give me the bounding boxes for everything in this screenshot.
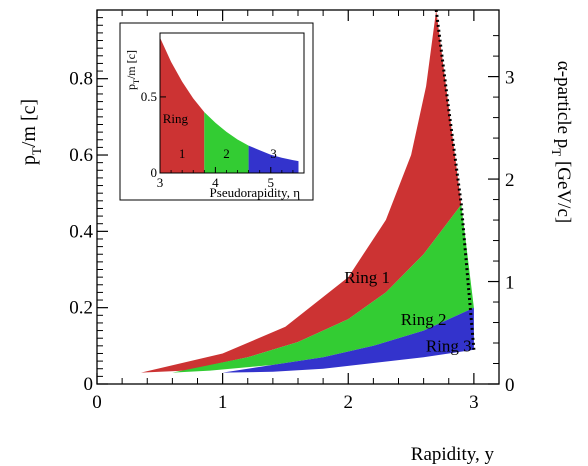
x-tick-label: 1 xyxy=(218,392,228,413)
y2-axis-label-main: α-particle p xyxy=(553,61,574,149)
y-tick-label: 0.8 xyxy=(69,69,93,90)
area-ring-2 xyxy=(172,204,474,373)
label-ring-3: Ring 3 xyxy=(426,337,472,356)
inset-x-tick-label: 3 xyxy=(157,175,164,190)
inset-annotation-ring: Ring xyxy=(163,111,189,126)
inset-area-ring-3 xyxy=(248,145,299,173)
y2-axis-label-sub: T xyxy=(549,148,564,156)
y-tick-label: 0.6 xyxy=(69,145,93,166)
inset-annotation-3: 3 xyxy=(270,146,277,161)
label-ring-1: Ring 1 xyxy=(344,268,390,287)
inset-x-axis-label: Pseudorapidity, η xyxy=(210,185,301,200)
label-ring-2: Ring 2 xyxy=(401,310,447,329)
inset-plot-frame xyxy=(159,32,305,174)
inset-area-ring-1 xyxy=(160,37,205,173)
y2-tick-label: 1 xyxy=(505,273,515,294)
inset-chart: 3 4 5 0 0.5 Ring 1 2 3 Pseudorapidity, η pT/m [… xyxy=(119,22,314,201)
inset-y-axis-label-rest: /m [c] xyxy=(124,50,138,79)
x-tick-label: 3 xyxy=(469,392,479,413)
inset-y-axis-label: pT/m [c] xyxy=(124,50,141,90)
y-tick-label: 0.2 xyxy=(69,298,93,319)
y-axis-label-sub: T xyxy=(29,147,44,155)
inset-area-ring-2 xyxy=(204,112,249,173)
y-axis-label-main: p xyxy=(18,155,40,165)
inset-annotation-1: 1 xyxy=(179,146,186,161)
inset-ticks: 3 4 5 0 0.5 xyxy=(141,89,294,190)
inset-annotations: Ring 1 2 3 xyxy=(163,111,277,161)
x-axis-label: Rapidity, y xyxy=(411,444,495,465)
inset-y-axis-label-sub: T xyxy=(132,79,141,84)
y-tick-label: 0.4 xyxy=(69,221,93,242)
y-tick-label: 0 xyxy=(84,374,94,395)
inset-annotation-2: 2 xyxy=(223,146,230,161)
y2-tick-label: 2 xyxy=(505,170,515,191)
y-axis-label: pT/m [c] xyxy=(18,99,44,165)
main-areas xyxy=(141,10,474,373)
inset-y-tick-label: 0.5 xyxy=(141,89,157,104)
y2-axis-label-rest: [GeV/c] xyxy=(553,156,574,223)
inset-y-axis-label-main: p xyxy=(124,84,138,90)
y2-tick-label: 0 xyxy=(505,375,515,396)
x-tick-label: 0 xyxy=(92,392,102,413)
inset-areas xyxy=(160,37,299,173)
inset-x-tick-label: 5 xyxy=(268,175,275,190)
area-ring-1 xyxy=(141,10,462,373)
area-ring-3 xyxy=(222,307,474,373)
x-tick-label: 2 xyxy=(344,392,354,413)
y2-axis-label: α-particle pT [GeV/c] xyxy=(549,61,574,223)
main-ring-labels: Ring 1 Ring 2 Ring 3 xyxy=(344,268,471,356)
inset-x-tick-label: 4 xyxy=(212,175,219,190)
inset-y-tick-label: 0 xyxy=(151,165,158,180)
y2-tick-label: 3 xyxy=(505,68,515,89)
y-axis-label-rest: /m [c] xyxy=(18,99,40,147)
